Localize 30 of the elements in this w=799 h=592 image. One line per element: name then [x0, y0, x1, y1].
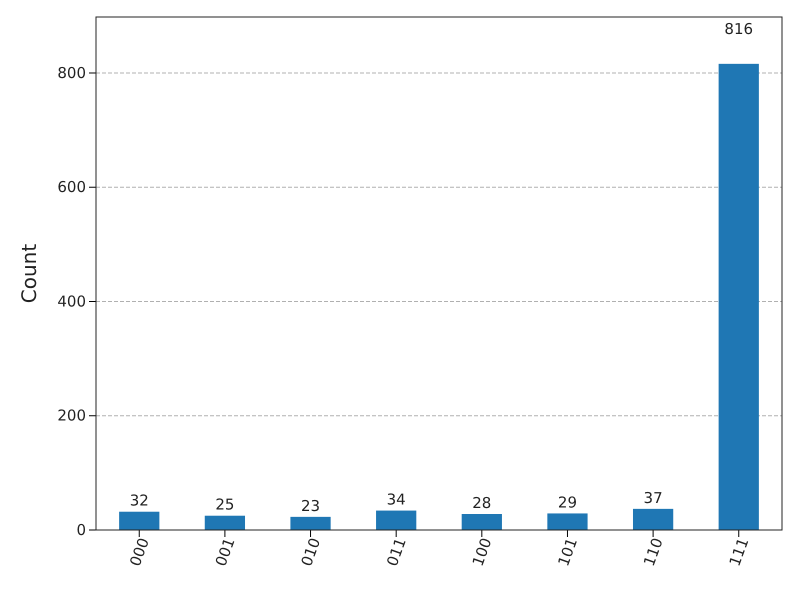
bar	[290, 516, 331, 530]
bar	[462, 514, 502, 530]
bar	[718, 64, 759, 530]
data-label: 816	[724, 20, 754, 38]
y-tick-label: 400	[57, 292, 86, 310]
y-tick-label: 0	[76, 520, 86, 539]
y-tick-label: 800	[57, 64, 86, 82]
x-tick-label: 100	[468, 536, 496, 569]
y-tick-label: 200	[57, 406, 86, 425]
data-label: 32	[130, 492, 149, 510]
x-tick-label: 010	[297, 536, 324, 569]
y-axis-title: Count	[17, 244, 41, 304]
y-tick-label: 600	[57, 178, 86, 196]
x-tick-label: 011	[383, 536, 410, 569]
data-label: 25	[215, 496, 234, 514]
data-label: 37	[644, 488, 663, 507]
data-label: 23	[300, 496, 320, 515]
data-label: 29	[558, 493, 578, 512]
x-tick-label: 111	[726, 536, 752, 569]
bar	[204, 516, 246, 530]
bar	[119, 512, 160, 530]
bar	[376, 510, 416, 530]
x-tick-label: 110	[640, 536, 667, 569]
bar	[632, 508, 674, 530]
data-label: 28	[472, 494, 492, 512]
x-tick-label: 001	[212, 536, 238, 569]
x-tick-label: 101	[554, 536, 582, 569]
x-tick-label: 000	[126, 536, 153, 569]
bar	[547, 513, 588, 530]
data-label: 34	[386, 490, 406, 509]
